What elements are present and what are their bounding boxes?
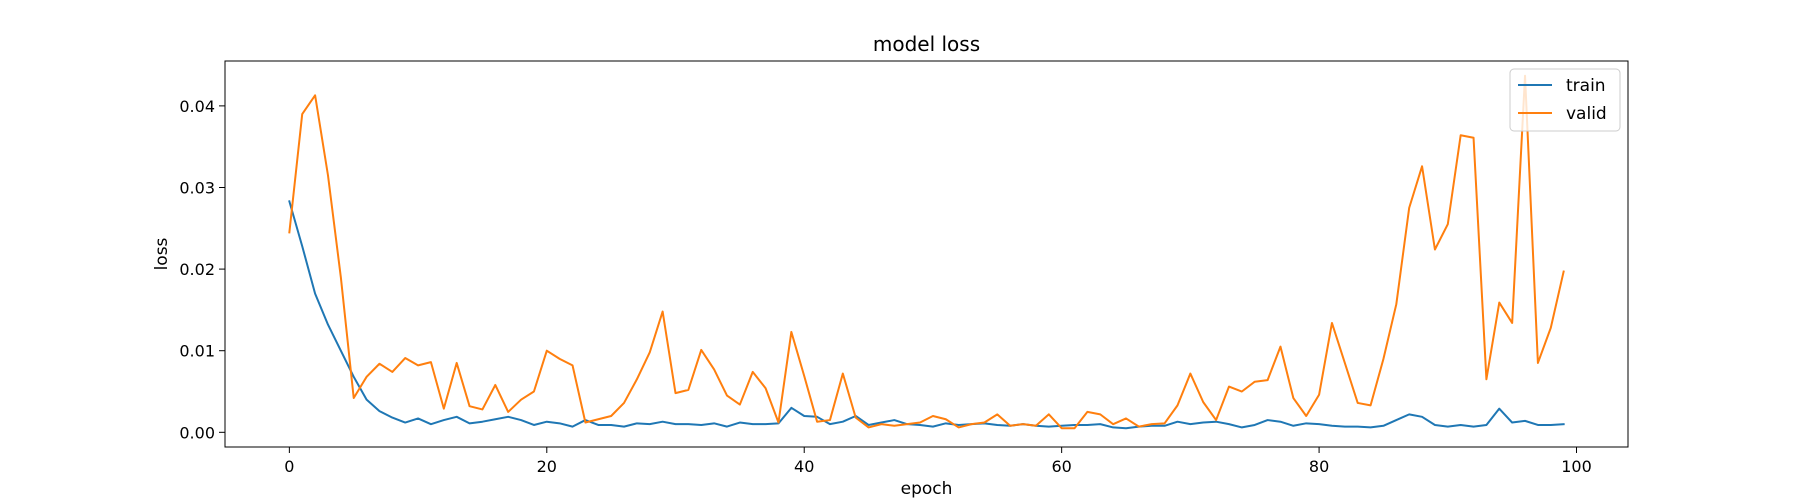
legend: train valid (1509, 68, 1621, 132)
y-tick-label: 0.00 (179, 423, 215, 442)
y-axis-label: loss (152, 237, 172, 270)
y-tick-label: 0.04 (179, 97, 215, 116)
plot-frame (224, 60, 1629, 448)
x-tick-label: 80 (1309, 457, 1329, 476)
x-tick-label: 60 (1051, 457, 1071, 476)
y-tick-label: 0.02 (179, 260, 215, 279)
y-tick-label: 0.03 (179, 178, 215, 197)
x-tick-label: 20 (537, 457, 557, 476)
x-tick-label: 40 (794, 457, 814, 476)
y-tick-label: 0.01 (179, 342, 215, 361)
legend-label-valid: valid (1566, 104, 1607, 124)
plot-area (288, 74, 1565, 430)
series-line-valid (288, 74, 1565, 430)
series-line-train (288, 200, 1565, 430)
chart-title: model loss (873, 32, 980, 56)
axes: 0 20 40 60 80 100 0.00 0.01 0.02 0.03 0.04 (179, 60, 1629, 476)
legend-label-train: train (1566, 76, 1606, 96)
x-axis-label: epoch (901, 479, 953, 499)
x-tick-label: 100 (1561, 457, 1592, 476)
x-tick-label: 0 (284, 457, 294, 476)
